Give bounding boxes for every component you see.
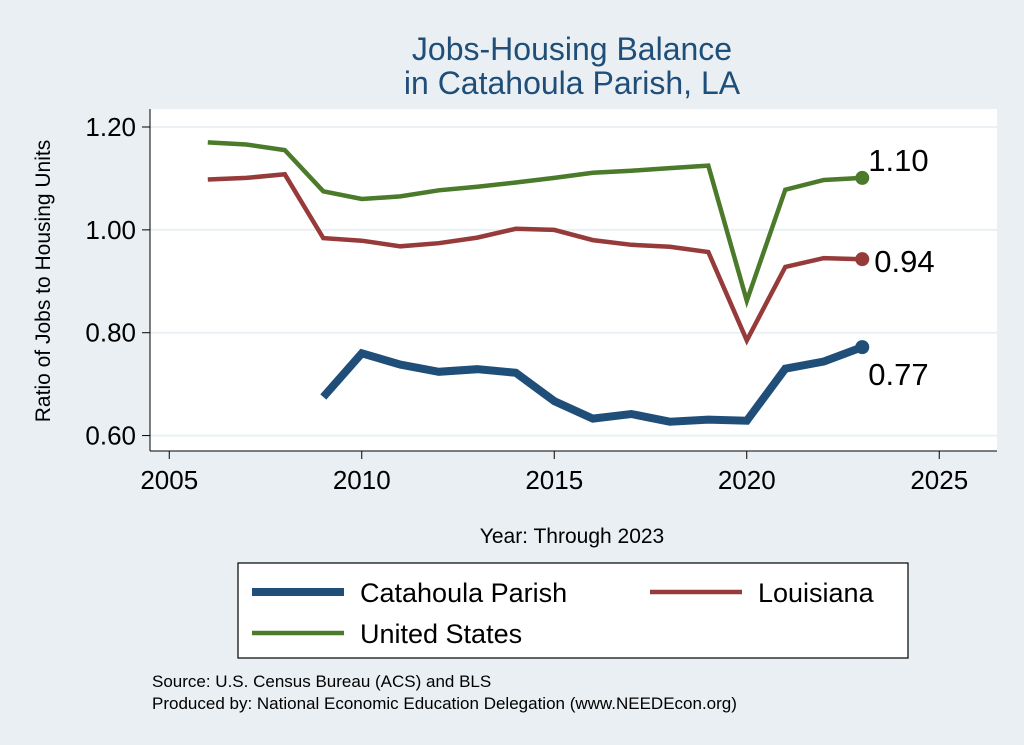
x-tick-label: 2010 (333, 465, 391, 495)
axis-ticks: 0.60 0.80 1.00 1.20 2005 2010 2015 2020 2025 (85, 112, 968, 495)
end-point-united-states (855, 170, 870, 185)
x-axis-title: Year: Through 2023 (480, 525, 665, 548)
x-tick-label: 2025 (910, 465, 968, 495)
end-point-louisiana (855, 252, 870, 267)
gridlines (150, 126, 997, 437)
legend: Catahoula Parish Louisiana United States (252, 578, 875, 649)
y-tick-label: 1.00 (85, 215, 136, 245)
end-label-catahoula-parish: 0.77 (868, 357, 928, 392)
end-point-catahoula-parish (855, 340, 870, 355)
legend-label-louisiana: Louisiana (758, 578, 875, 608)
source-note: Source: U.S. Census Bureau (ACS) and BLS (152, 672, 491, 691)
plot-area (150, 109, 997, 451)
x-tick-label: 2015 (525, 465, 583, 495)
series-lines (207, 140, 870, 426)
series-line-united-states (207, 140, 863, 309)
series-line-louisiana (207, 171, 863, 346)
legend-label-catahoula-parish: Catahoula Parish (360, 578, 567, 608)
chart-title-line-2: in Catahoula Parish, LA (404, 65, 741, 101)
legend-box (237, 562, 909, 659)
x-tick-label: 2020 (718, 465, 776, 495)
legend-label-united-states: United States (360, 619, 522, 649)
y-tick-label: 0.80 (85, 318, 136, 348)
x-tick-label: 2005 (140, 465, 198, 495)
end-label-louisiana: 0.94 (874, 244, 934, 279)
producer-note: Produced by: National Economic Education… (152, 694, 737, 713)
series-line-catahoula-parish (320, 343, 864, 426)
y-axis-title: Ratio of Jobs to Housing Units (32, 140, 55, 422)
y-tick-label: 1.20 (85, 112, 136, 142)
chart-title-line-1: Jobs-Housing Balance (412, 31, 732, 67)
end-label-united-states: 1.10 (868, 143, 928, 178)
y-tick-label: 0.60 (85, 421, 136, 451)
